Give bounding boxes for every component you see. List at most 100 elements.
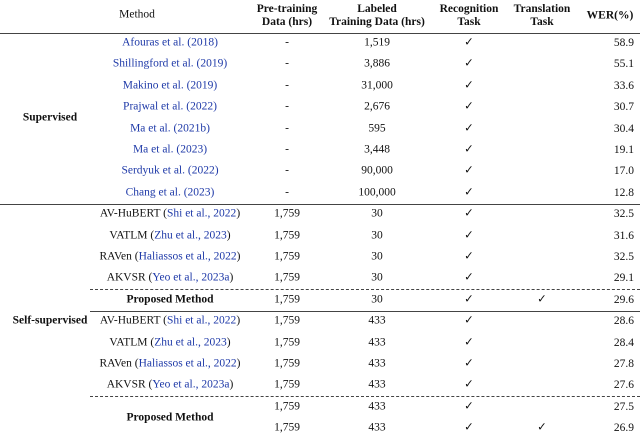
group-label: Supervised: [22, 111, 78, 124]
labeled-cell: 595: [368, 122, 386, 135]
wer-cell: 27.5: [613, 400, 634, 413]
citation[interactable]: Serdyuk et al. (2022): [121, 164, 219, 177]
pretraining-cell: -: [285, 57, 289, 70]
recognition-check: ✓: [464, 400, 474, 413]
pretraining-cell: -: [285, 100, 289, 113]
method-name: Proposed Method: [127, 411, 214, 424]
pretraining-cell: -: [285, 186, 289, 199]
method-name: Chang et al. (2023): [126, 186, 215, 199]
pretraining-cell: -: [285, 143, 289, 156]
method-name: AV-HuBERT (Shi et al., 2022): [100, 208, 240, 221]
citation[interactable]: Prajwal et al. (2022): [123, 100, 217, 113]
method-name: Afouras et al. (2018): [122, 37, 218, 50]
labeled-cell: 433: [368, 378, 386, 391]
method-name: Ma et al. (2021b): [130, 122, 210, 135]
method-text: VATLM (: [109, 229, 155, 242]
method-text: RAVen (: [99, 250, 139, 263]
method-text: ): [229, 378, 234, 391]
pretraining-cell: -: [285, 122, 289, 135]
pretraining-cell: 1,759: [274, 250, 300, 263]
pretraining-cell: 1,759: [274, 336, 300, 349]
method-text: ): [236, 250, 241, 263]
citation[interactable]: Ma et al. (2021b): [130, 122, 210, 135]
method-text: ): [236, 357, 241, 370]
labeled-cell: 30: [371, 207, 383, 220]
wer-cell: 19.1: [613, 144, 634, 156]
labeled-cell: 31,000: [361, 79, 393, 92]
column-header: Recognition Task: [439, 3, 499, 28]
wer-cell: 31.6: [613, 229, 634, 242]
pretraining-cell: 1,759: [274, 400, 300, 413]
labeled-cell: 1,519: [364, 36, 390, 49]
citation[interactable]: Ma et al. (2023): [132, 143, 208, 156]
rule: [0, 203, 640, 205]
wer-cell: 26.9: [613, 422, 634, 435]
citation[interactable]: Makino et al. (2019): [122, 79, 218, 92]
method-text: AKVSR (: [106, 378, 153, 391]
citation[interactable]: Afouras et al. (2018): [122, 36, 218, 49]
translation-check: ✓: [537, 421, 547, 434]
citation[interactable]: Zhu et al., 2023: [154, 336, 227, 349]
wer-cell: 12.8: [613, 186, 634, 199]
method-text: ): [236, 314, 241, 327]
labeled-cell: 3,886: [364, 57, 390, 70]
wer-cell: 30.4: [613, 122, 634, 135]
citation[interactable]: Yeo et al., 2023a: [152, 271, 230, 284]
citation[interactable]: Zhu et al., 2023: [154, 229, 227, 242]
labeled-cell: 433: [368, 421, 386, 434]
recognition-check: ✓: [464, 122, 474, 135]
citation[interactable]: Shillingford et al. (2019): [112, 57, 228, 70]
method-name: Makino et al. (2019): [123, 79, 218, 92]
pretraining-cell: -: [285, 79, 289, 92]
wer-cell: 17.0: [613, 165, 634, 178]
method-text: ): [236, 207, 241, 220]
method-text: Proposed Method: [126, 293, 214, 306]
recognition-check: ✓: [464, 57, 474, 70]
wer-cell: 29.1: [613, 272, 634, 285]
method-name: Proposed Method: [127, 293, 214, 306]
labeled-cell: 90,000: [361, 164, 393, 177]
recognition-check: ✓: [464, 229, 474, 242]
labeled-cell: 30: [371, 229, 383, 242]
labeled-cell: 100,000: [358, 186, 396, 199]
method-text: AV-HuBERT (: [99, 207, 167, 220]
pretraining-cell: -: [285, 164, 289, 177]
column-header: Pre-training Data (hrs): [256, 3, 318, 28]
method-text: AV-HuBERT (: [99, 314, 167, 327]
column-header: Labeled Training Data (hrs): [329, 3, 425, 28]
method-name: VATLM (Zhu et al., 2023): [109, 336, 230, 349]
method-name: Serdyuk et al. (2022): [121, 165, 218, 178]
wer-cell: 27.6: [613, 379, 634, 392]
column-header: Translation Task: [513, 3, 571, 28]
method-name: VATLM (Zhu et al., 2023): [109, 229, 230, 242]
recognition-check: ✓: [464, 421, 474, 434]
pretraining-cell: 1,759: [274, 229, 300, 242]
wer-cell: 32.5: [613, 208, 634, 221]
pretraining-cell: 1,759: [274, 293, 300, 306]
citation[interactable]: Shi et al., 2022: [166, 314, 237, 327]
recognition-check: ✓: [464, 207, 474, 220]
dashed-rule: [90, 396, 640, 398]
wer-cell: 28.6: [613, 315, 634, 328]
wer-cell: 30.7: [613, 101, 634, 114]
citation[interactable]: Chang et al. (2023): [125, 186, 215, 199]
wer-cell: 55.1: [613, 58, 634, 71]
group-label: Self-supervised: [12, 314, 88, 327]
pretraining-cell: 1,759: [274, 314, 300, 327]
recognition-check: ✓: [464, 186, 474, 199]
labeled-cell: 433: [368, 336, 386, 349]
method-text: RAVen (: [99, 357, 139, 370]
citation[interactable]: Shi et al., 2022: [166, 207, 237, 220]
method-name: Prajwal et al. (2022): [123, 101, 217, 114]
citation[interactable]: Haliassos et al., 2022: [138, 250, 237, 263]
method-text: AKVSR (: [106, 271, 153, 284]
citation[interactable]: Yeo et al., 2023a: [152, 378, 230, 391]
recognition-check: ✓: [464, 100, 474, 113]
method-text: VATLM (: [109, 336, 155, 349]
method-name: AKVSR (Yeo et al., 2023a): [107, 272, 234, 285]
wer-cell: 33.6: [613, 79, 634, 92]
dashed-rule: [90, 289, 640, 291]
citation[interactable]: Haliassos et al., 2022: [138, 357, 237, 370]
pretraining-cell: -: [285, 36, 289, 49]
